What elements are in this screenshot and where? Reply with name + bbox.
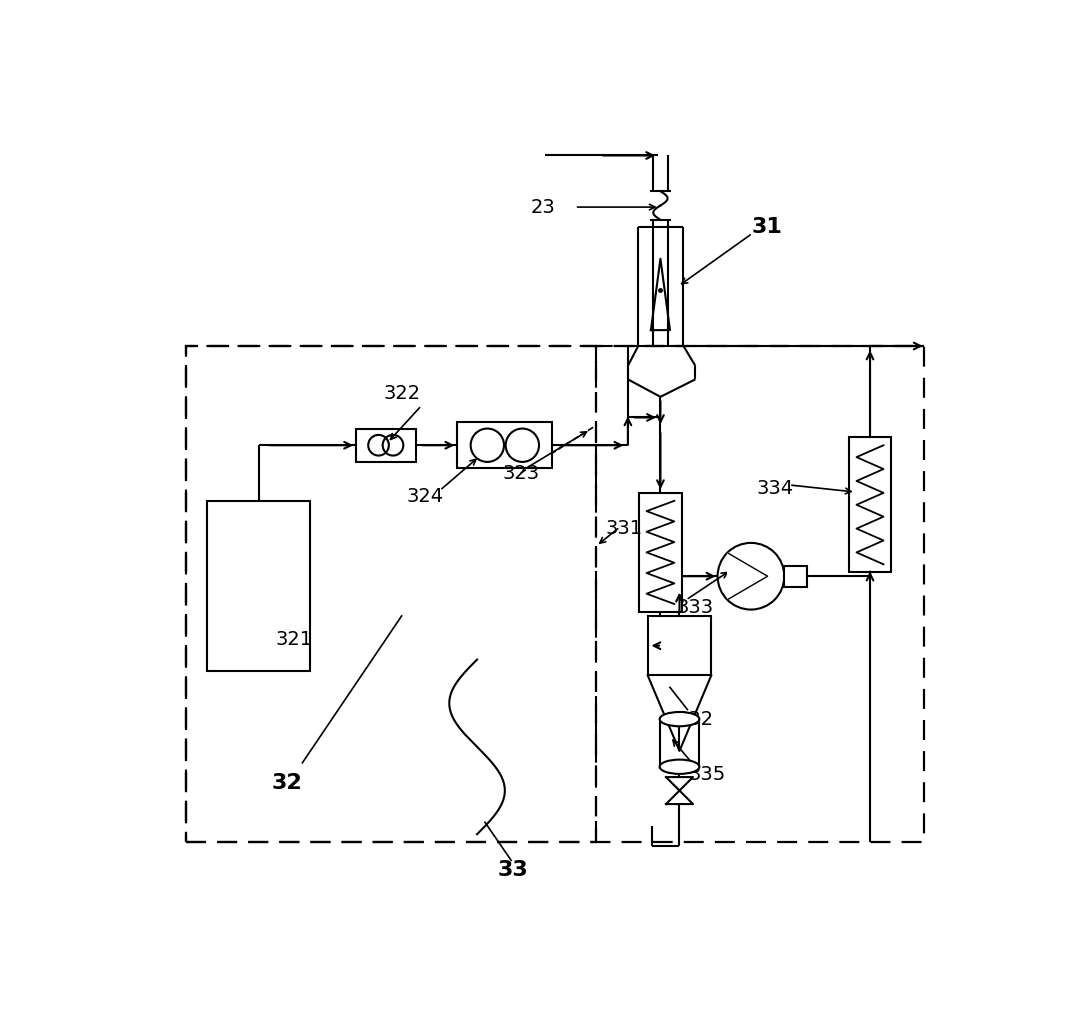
Ellipse shape	[660, 760, 700, 774]
Text: 321: 321	[276, 630, 313, 650]
Bar	[785, 566, 806, 587]
Bar	[638, 493, 682, 612]
Text: 33: 33	[497, 860, 528, 879]
Bar	[185, 346, 596, 842]
Bar	[849, 437, 890, 572]
Polygon shape	[728, 553, 768, 600]
Text: 324: 324	[406, 488, 444, 506]
Text: 331: 331	[606, 519, 642, 538]
Text: 332: 332	[677, 709, 714, 729]
Text: 334: 334	[756, 479, 793, 498]
Bar	[648, 616, 711, 675]
Ellipse shape	[660, 712, 700, 726]
Text: 335: 335	[689, 765, 725, 785]
Text: 23: 23	[530, 198, 555, 217]
Bar	[207, 501, 310, 671]
Bar	[457, 423, 553, 468]
Text: 31: 31	[751, 217, 783, 237]
Text: 32: 32	[272, 772, 302, 793]
Text: 322: 322	[383, 385, 420, 403]
Text: 323: 323	[502, 464, 539, 483]
Bar	[356, 429, 415, 462]
Text: 333: 333	[677, 598, 714, 618]
Bar	[185, 346, 924, 842]
